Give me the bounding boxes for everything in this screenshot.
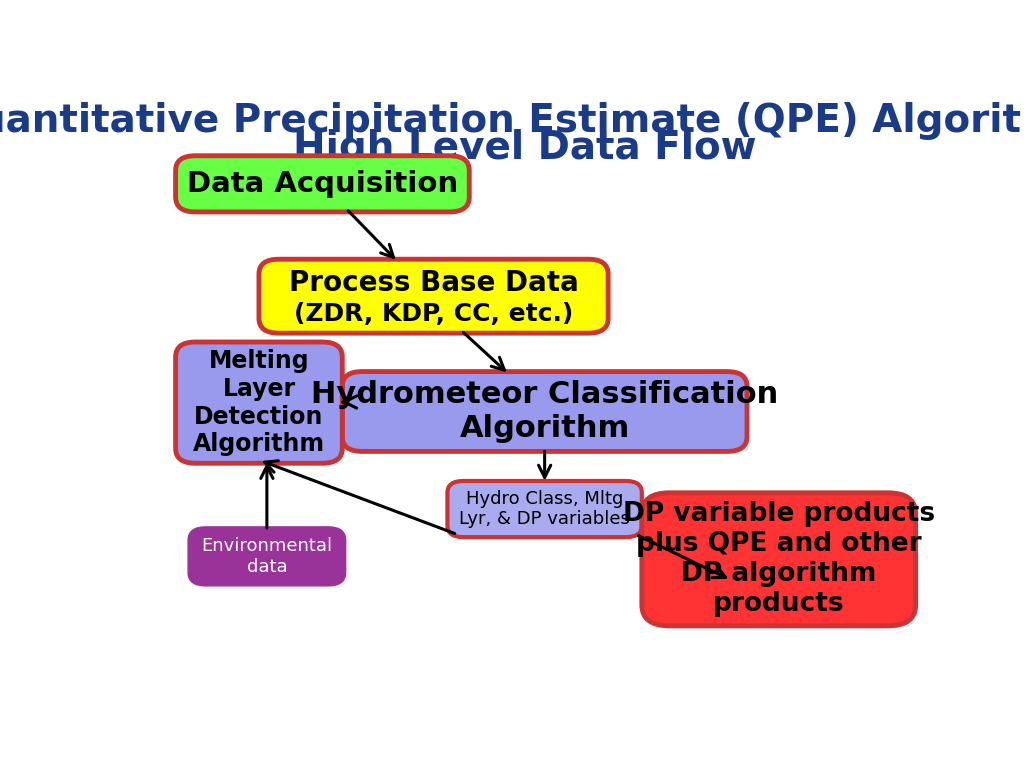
Text: Hydrometeor Classification
Algorithm: Hydrometeor Classification Algorithm: [311, 380, 778, 443]
FancyBboxPatch shape: [189, 528, 344, 584]
FancyBboxPatch shape: [447, 481, 642, 537]
FancyBboxPatch shape: [176, 342, 342, 463]
Text: High Level Data Flow: High Level Data Flow: [293, 129, 757, 167]
FancyBboxPatch shape: [342, 372, 748, 452]
Text: Process Base Data: Process Base Data: [289, 269, 579, 297]
Text: Environmental
data: Environmental data: [202, 537, 333, 576]
Text: DP variable products
plus QPE and other
DP algorithm
products: DP variable products plus QPE and other …: [623, 502, 935, 617]
FancyBboxPatch shape: [259, 260, 608, 333]
Text: Quantitative Precipitation Estimate (QPE) Algorithm:: Quantitative Precipitation Estimate (QPE…: [0, 101, 1024, 140]
FancyBboxPatch shape: [642, 493, 915, 626]
Text: Data Acquisition: Data Acquisition: [186, 170, 458, 198]
Text: (ZDR, KDP, CC, etc.): (ZDR, KDP, CC, etc.): [294, 302, 573, 326]
FancyBboxPatch shape: [176, 156, 469, 212]
Text: Hydro Class, Mltg
Lyr, & DP variables: Hydro Class, Mltg Lyr, & DP variables: [459, 490, 630, 528]
Text: Melting
Layer
Detection
Algorithm: Melting Layer Detection Algorithm: [193, 349, 325, 456]
